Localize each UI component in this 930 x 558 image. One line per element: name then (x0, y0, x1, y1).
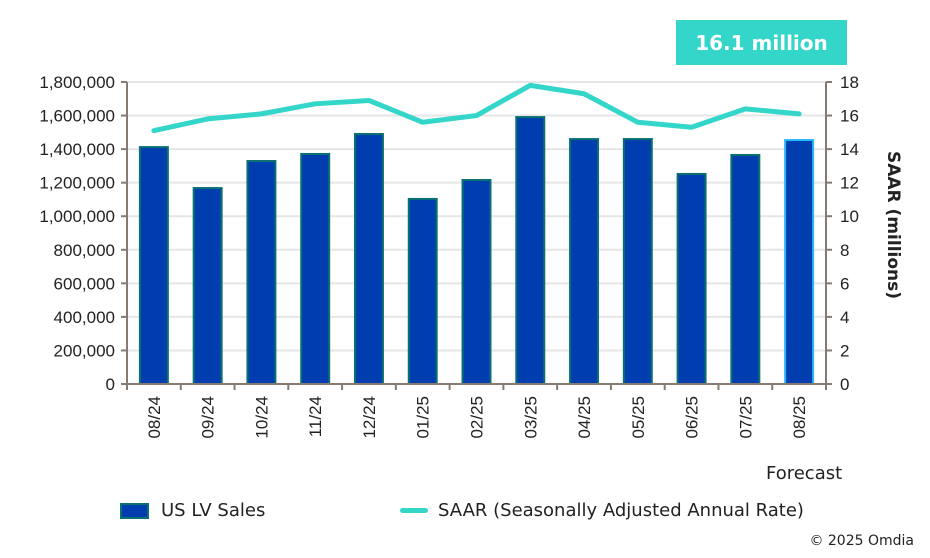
right-axis-tick-label: 16 (840, 107, 859, 126)
left-axis-tick-label: 1,200,000 (39, 174, 115, 193)
left-axis-tick-label: 1,400,000 (39, 140, 115, 159)
right-axis-title: SAAR (millions) (883, 151, 903, 299)
legend-item-saar: SAAR (Seasonally Adjusted Annual Rate) (400, 500, 804, 521)
x-axis-tick-label: 05/25 (629, 396, 648, 439)
x-axis-tick-label: 03/25 (521, 396, 540, 439)
bar-05-25 (622, 138, 653, 385)
bar-01-25 (407, 197, 438, 385)
left-axis-tick-label: 400,000 (54, 308, 115, 327)
x-axis-tick-labels: 08/24 09/24 10/24 11/24 12/24 01/25 02/25 03/25… (145, 396, 809, 439)
legend-bar-swatch-icon (120, 502, 149, 519)
bar-11-24 (300, 152, 331, 385)
x-axis-tick-label: 11/24 (306, 396, 325, 437)
forecast-label: Forecast (766, 463, 843, 484)
bar-02-25 (461, 178, 492, 385)
legend-label: SAAR (Seasonally Adjusted Annual Rate) (438, 500, 804, 521)
x-axis-tick-label: 08/25 (790, 396, 809, 439)
left-axis-tick-label: 1,600,000 (39, 107, 115, 126)
bar-series-us-lv-sales (138, 116, 815, 385)
bar-12-24 (353, 133, 384, 385)
copyright-notice: © 2025 Omdia (809, 533, 914, 549)
saar-line (151, 82, 802, 134)
x-axis-tick-label: 04/25 (575, 396, 594, 439)
line-series-saar (151, 82, 802, 134)
right-axis-tick-label: 14 (840, 140, 859, 159)
axes (121, 81, 832, 390)
left-axis-tick-label: 600,000 (54, 274, 115, 293)
right-axis-tick-label: 12 (840, 174, 859, 193)
bar-07-25 (730, 153, 761, 385)
x-axis-tick-label: 08/24 (145, 396, 164, 439)
saar-callout-text: 16.1 million (695, 30, 828, 55)
legend-label: US LV Sales (161, 500, 266, 521)
bar-06-25 (676, 172, 707, 385)
left-axis-tick-labels: 0 200,000 400,000 600,000 800,000 1,000,000 1,… (39, 73, 115, 394)
right-axis-tick-label: 4 (840, 308, 849, 327)
x-axis-tick-label: 10/24 (252, 396, 271, 439)
right-axis-tick-label: 8 (840, 241, 849, 260)
x-axis-tick-label: 07/25 (736, 396, 755, 439)
right-axis-tick-labels: 0 2 4 6 8 10 12 14 16 18 (840, 73, 859, 394)
bar-08-25 (784, 139, 815, 385)
x-axis-tick-label: 09/24 (199, 396, 218, 439)
legend-line-swatch-icon (400, 508, 428, 513)
x-axis-tick-label: 12/24 (360, 396, 379, 439)
saar-callout-badge: 16.1 million (676, 20, 847, 65)
right-axis-tick-label: 6 (840, 274, 849, 293)
bar-08-24 (138, 146, 169, 385)
left-axis-tick-label: 1,000,000 (39, 207, 115, 226)
bar-04-25 (569, 138, 600, 385)
bar-09-24 (192, 187, 223, 385)
x-axis-tick-label: 06/25 (683, 396, 702, 439)
left-axis-tick-label: 0 (106, 375, 115, 394)
left-axis-tick-label: 200,000 (54, 341, 115, 360)
x-axis-tick-label: 01/25 (414, 396, 433, 439)
right-axis-tick-label: 2 (840, 341, 849, 360)
left-axis-tick-label: 800,000 (54, 241, 115, 260)
left-axis-tick-label: 1,800,000 (39, 73, 115, 92)
right-axis-tick-label: 18 (840, 73, 859, 92)
legend-item-us-lv-sales: US LV Sales (120, 500, 265, 521)
right-axis-tick-label: 10 (840, 207, 859, 226)
x-axis-tick-label: 02/25 (468, 396, 487, 439)
bar-03-25 (515, 116, 546, 385)
right-axis-tick-label: 0 (840, 375, 849, 394)
bar-10-24 (246, 160, 277, 385)
